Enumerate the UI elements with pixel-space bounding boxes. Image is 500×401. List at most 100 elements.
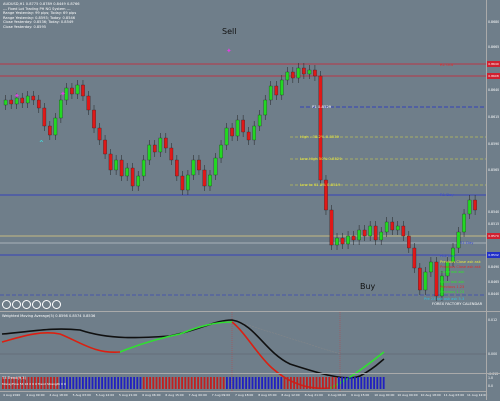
histogram-bar [53,377,55,389]
date-label: 5 Aug 12:00 [95,393,115,397]
candle-body [235,119,240,137]
histogram-bar [270,377,273,389]
level-label: Low to 61.8% 0.8519 [300,182,341,187]
histogram-bar [290,377,292,389]
histogram-bar [50,377,52,389]
level-label: S1 Day [460,240,474,245]
histogram-bar [366,377,369,389]
window-separator[interactable] [0,311,500,312]
histogram-bar [254,377,257,389]
candle-body [373,225,378,241]
price-axis-label: 0.8640 [488,88,500,92]
candle-body [25,95,30,104]
circle-icon[interactable] [2,300,11,309]
candle-body [291,71,295,79]
histogram-bar [315,377,318,389]
histogram-bar [110,377,113,389]
legend-line: Previous 1.23 [440,290,465,294]
level-label: High - 38.2% 0.8539 [300,134,340,139]
candle-body [241,119,245,133]
price-axis-label: 0.8565 [488,168,500,172]
info-line: Close Yesterday: 0.8536; Today: 0.8549 [3,20,74,25]
candle-body [59,99,63,119]
histogram-bar [181,377,183,389]
circle-icon[interactable] [52,300,61,309]
candle-body [440,275,444,297]
histogram-bar [341,377,343,389]
candle-body [395,225,400,231]
date-label: 9 Aug 06:00 [327,393,347,397]
histogram-bar [104,377,107,389]
histogram-bar [296,377,299,389]
legend-line: FOREX FACTORY CALENDAR [432,302,483,306]
sub-axis-label: -0.012 [488,372,499,376]
candle-body [335,237,339,246]
candle-body [158,137,163,153]
candle-body [274,85,279,96]
histogram-bar [373,377,375,389]
price-tag: 0.8608 [487,73,500,79]
date-label: 8 Aug 12:00 [281,393,300,397]
window-separator[interactable] [0,373,500,374]
candle-body [197,159,201,171]
histogram-bar [379,377,382,389]
histogram-bar [280,377,283,389]
histogram-bar [168,377,171,389]
histogram-bar [222,377,225,389]
candle-body [473,199,477,211]
candle-body [412,247,417,269]
circle-icon[interactable] [42,300,51,309]
date-label: 10 Aug 00:00 [374,393,395,397]
candle-body [125,167,129,177]
histogram-bar [178,377,180,389]
candle-body [208,174,212,187]
trend-histogram[interactable] [0,374,486,390]
candle-body [147,144,152,161]
histogram-bar [322,377,324,389]
histogram-bar [14,377,17,389]
date-label: 6 Aug 15:00 [165,393,184,397]
price-axis-label: 0.8515 [488,222,500,226]
candle-body [418,267,422,291]
histogram-bar [72,377,75,389]
histogram-bar [357,377,359,389]
price-axis-label: 0.8440 [488,292,500,296]
price-axis-label: 0.8490 [488,265,500,269]
histogram-bar [219,377,222,389]
sell-arrow-icon: ✦ [14,92,20,100]
circle-icon[interactable] [22,300,31,309]
circle-icon[interactable] [32,300,41,309]
histogram-bar [286,377,289,389]
date-label: 5 Aug 21:00 [119,393,138,397]
info-line: Range Yesterday: 99 pips; Today: 69 pips [3,11,77,16]
histogram-bar [376,377,379,389]
circle-icon[interactable] [12,300,21,309]
date-label: 7 Aug 18:00 [235,393,254,397]
candle-body [285,71,290,81]
histogram-bar [325,377,327,389]
legend-line: Close ask ask [440,280,465,284]
histogram-bar [331,377,334,389]
candle-body [70,87,74,95]
candle-body [462,213,466,233]
legend-line: Close ask ask [440,270,465,274]
histogram-bar [226,377,228,389]
candle-body [136,175,141,187]
candle-body [86,95,91,111]
histogram-bar [258,377,260,389]
histogram-bar [171,377,174,389]
histogram-bar [120,377,123,389]
time-axis [0,391,486,401]
date-label: 8 Aug 03:00 [258,393,277,397]
candle-body [3,99,8,106]
candle-body [75,84,80,95]
price-chart[interactable]: ✦ ✦ ✦ ⌃ [0,0,486,305]
candle-body [169,147,174,161]
date-label: 6 Aug 06:00 [142,393,161,397]
candle-body [48,125,52,136]
candle-body [307,69,312,75]
candle-body [423,271,428,291]
histogram-bar [149,377,151,389]
candle-body [263,99,268,116]
price-axis-label: 0.8590 [488,142,500,146]
